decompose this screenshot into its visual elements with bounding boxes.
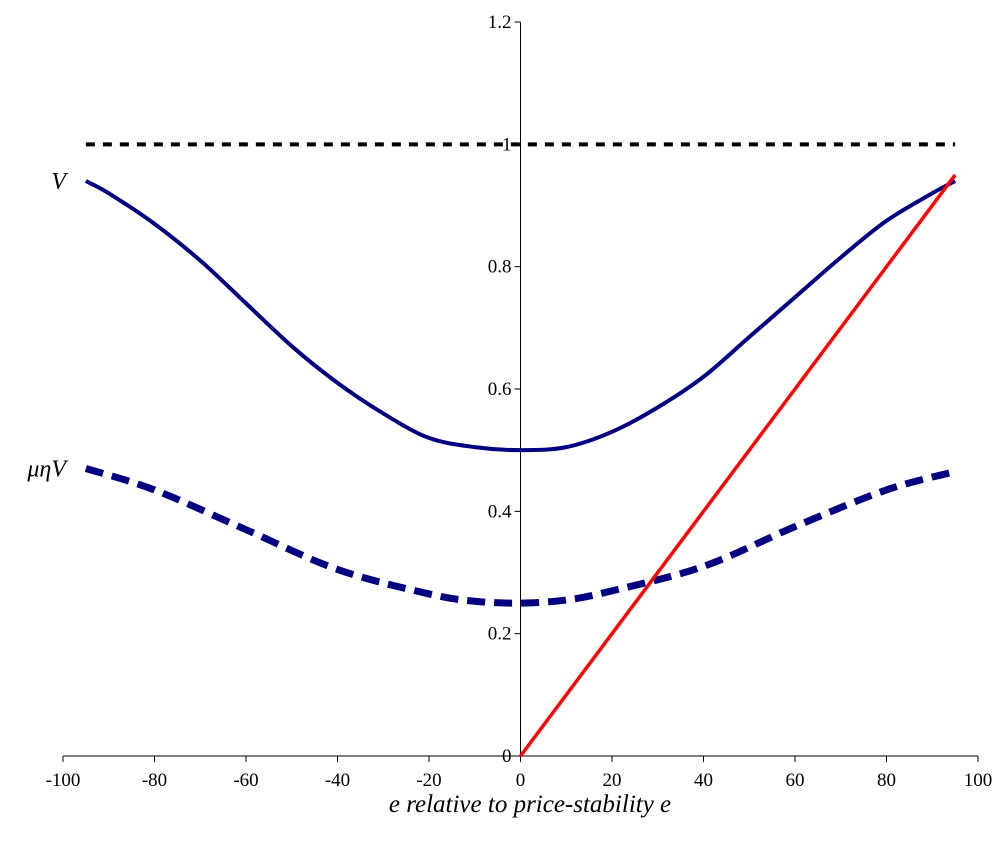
y-ticks: 0 0.2 0.4 0.6 0.8 1 1.2: [488, 12, 521, 767]
x-tick-label: 20: [603, 770, 622, 791]
x-tick-label: -60: [233, 770, 258, 791]
x-tick-label: -80: [142, 770, 167, 791]
series-red-line: [521, 175, 956, 756]
y-tick-label: 0: [502, 746, 512, 767]
y-tick-label: 1: [502, 134, 512, 155]
x-tick-label: 80: [877, 770, 896, 791]
x-axis-title: e relative to price-stability e: [389, 791, 671, 818]
y-tick-label: 0.8: [488, 257, 512, 278]
x-ticks: -100 -80 -60 -40 -20 0 20 40 60 80 100: [46, 756, 993, 791]
series-label: V: [51, 169, 68, 195]
y-tick-label: 1.2: [488, 12, 512, 33]
x-tick-label: -20: [416, 770, 441, 791]
x-tick-label: 0: [516, 770, 526, 791]
y-tick-label: 0.4: [488, 501, 512, 522]
series-label: μηV: [26, 457, 68, 483]
x-tick-label: 60: [786, 770, 805, 791]
x-tick-label: -100: [46, 770, 81, 791]
x-tick-label: 100: [964, 770, 993, 791]
y-tick-label: 0.2: [488, 624, 512, 645]
x-tick-label: 40: [694, 770, 713, 791]
x-tick-label: -40: [325, 770, 350, 791]
y-tick-label: 0.6: [488, 379, 512, 400]
